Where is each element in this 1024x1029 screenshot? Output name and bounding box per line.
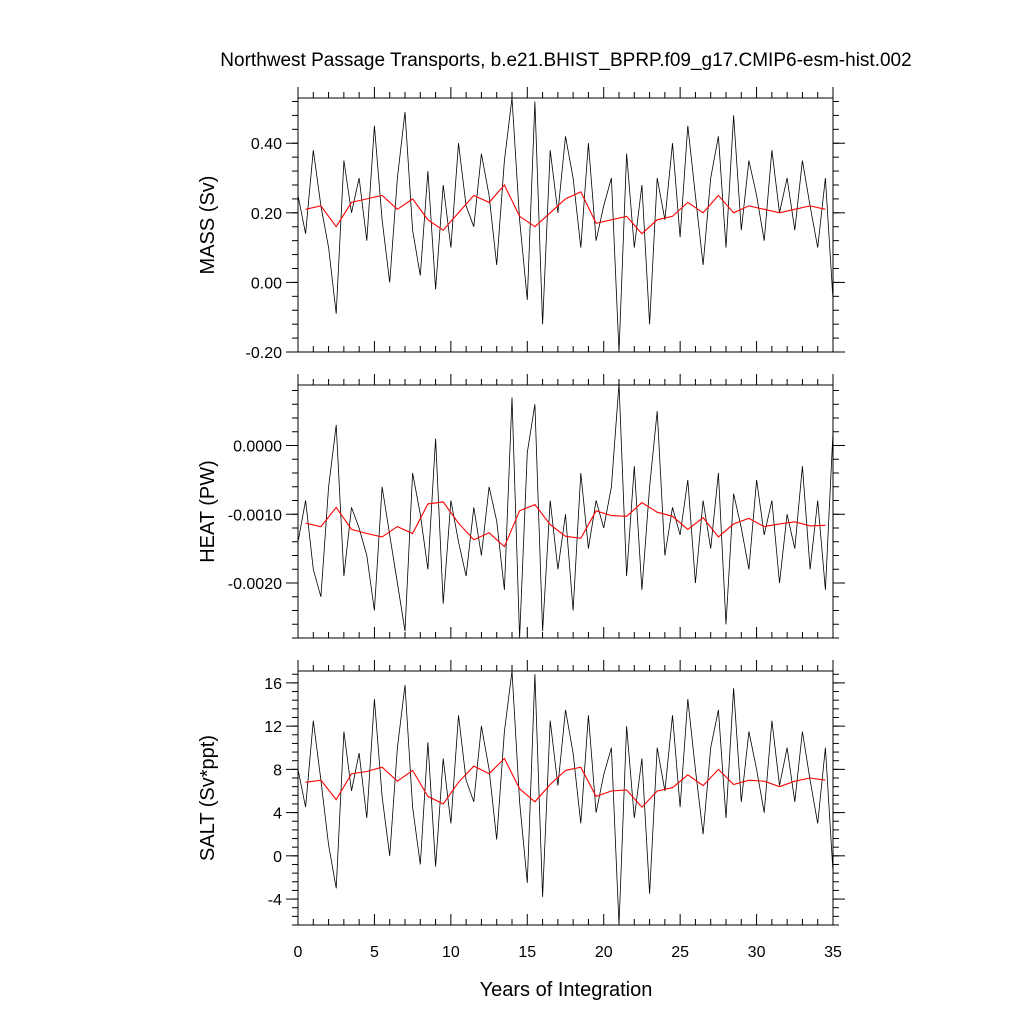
x-tick-label: 35 xyxy=(824,944,842,961)
panels-group: -0.20 0.00 0.20 0.40 MASS (Sv) -0.0020 -0.0010… xyxy=(197,87,845,961)
panel-mass: -0.20 0.00 0.20 0.40 MASS (Sv) xyxy=(197,87,845,362)
y-tick-label: 0.40 xyxy=(251,136,282,153)
annual-mean-line xyxy=(305,757,826,809)
y-tick-label: -4 xyxy=(268,892,282,909)
y-tick-label: -0.0020 xyxy=(228,576,282,593)
monthly-series-line xyxy=(298,385,833,638)
x-tick-label: 20 xyxy=(595,944,613,961)
y-tick-label: 0 xyxy=(273,849,282,866)
y-tick-label: -0.20 xyxy=(246,345,283,362)
x-tick-label: 15 xyxy=(518,944,536,961)
chart-title: Northwest Passage Transports, b.e21.BHIS… xyxy=(220,50,911,71)
y-tick-label: 0.0000 xyxy=(233,439,282,456)
y-axis-label: SALT (Sv*ppt) xyxy=(197,735,219,861)
y-tick-label: 0.00 xyxy=(251,275,282,292)
plot-frame xyxy=(297,384,834,639)
y-tick-label: 4 xyxy=(273,806,282,823)
monthly-series-line xyxy=(298,98,833,352)
x-axis-label: Years of Integration xyxy=(480,979,653,1001)
y-tick-label: -0.0010 xyxy=(228,507,282,524)
panel-heat: -0.0020 -0.0010 0.0000 HEAT (PW) xyxy=(197,374,845,639)
x-tick-label: 10 xyxy=(442,944,460,961)
monthly-series-line xyxy=(298,671,833,925)
x-tick-label: 0 xyxy=(294,944,303,961)
y-axis-label: MASS (Sv) xyxy=(197,176,219,275)
y-axis-label: HEAT (PW) xyxy=(197,460,219,563)
x-tick-label: 5 xyxy=(370,944,379,961)
y-tick-label: 8 xyxy=(273,762,282,779)
y-tick-label: 12 xyxy=(264,719,282,736)
panel-salt: -4 0 4 8 12 16 0 5 10 15 20 25 30 35 SALT (Sv*ppt) xyxy=(197,660,845,961)
plot-frame xyxy=(297,97,834,353)
y-tick-label: 16 xyxy=(264,676,282,693)
annual-mean-line xyxy=(305,501,826,548)
plot-frame xyxy=(297,670,834,926)
x-tick-label: 25 xyxy=(671,944,689,961)
x-tick-label: 30 xyxy=(748,944,766,961)
y-tick-label: 0.20 xyxy=(251,206,282,223)
annual-mean-line xyxy=(305,184,826,235)
